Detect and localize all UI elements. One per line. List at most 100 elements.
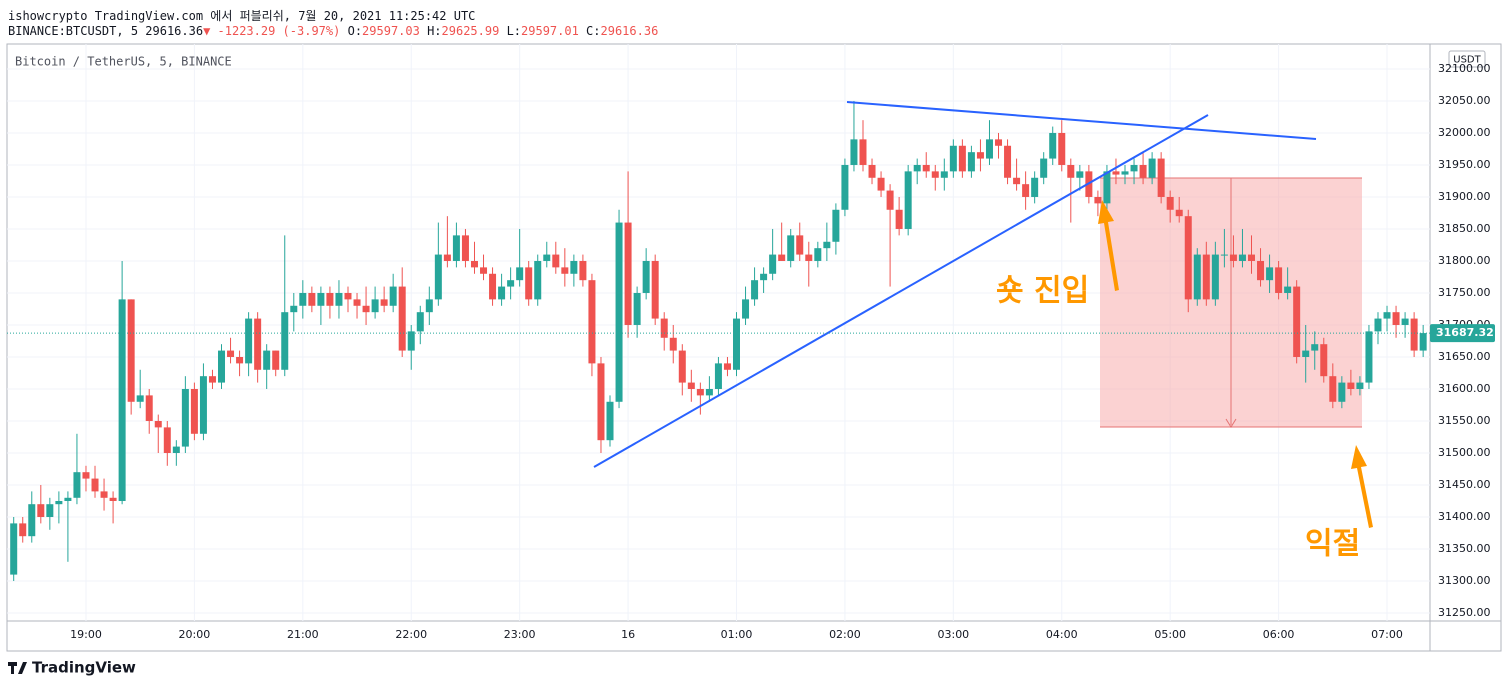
y-tick-label: 31300.00	[1438, 574, 1491, 587]
candle-body	[525, 267, 533, 300]
candle-body	[46, 504, 54, 517]
symbol: BINANCE:BTCUSDT, 5	[8, 24, 139, 38]
candle-body	[489, 273, 497, 300]
candle-body	[28, 504, 36, 537]
candle-body	[633, 292, 641, 325]
candle-body	[1022, 184, 1030, 197]
y-tick-label: 31450.00	[1438, 478, 1491, 491]
candle-body	[498, 286, 506, 300]
candle-body	[687, 382, 695, 389]
candle-body	[371, 299, 379, 313]
x-tick-label: 06:00	[1263, 628, 1295, 641]
candle-body	[769, 254, 777, 274]
candle-body	[760, 273, 768, 281]
candle-body	[380, 299, 388, 306]
y-tick-label: 32000.00	[1438, 126, 1491, 139]
ohlc-value: 29597.03	[362, 24, 420, 38]
candle-body	[1293, 286, 1301, 357]
ohlc-label: H:	[427, 24, 442, 38]
quote-line: BINANCE:BTCUSDT, 5 29616.36▼ -1223.29 (-…	[8, 24, 666, 38]
candle-body	[10, 523, 18, 575]
candle-body	[443, 254, 451, 261]
candle-body	[263, 350, 271, 370]
change: ▼ -1223.29 (-3.97%)	[203, 24, 341, 38]
candle-body	[425, 299, 433, 313]
x-tick-label: 07:00	[1371, 628, 1403, 641]
candle-body	[1356, 382, 1364, 389]
candle-body	[1320, 344, 1328, 377]
candle-body	[1347, 382, 1355, 389]
candle-body	[507, 280, 515, 287]
y-tick-label: 31900.00	[1438, 190, 1491, 203]
chart-title: Bitcoin / TetherUS, 5, BINANCE	[15, 55, 232, 69]
x-tick-label: 04:00	[1046, 628, 1078, 641]
y-tick-label: 31950.00	[1438, 158, 1491, 171]
y-tick-label: 31850.00	[1438, 222, 1491, 235]
candle-body	[985, 139, 993, 159]
y-tick-label: 31500.00	[1438, 446, 1491, 459]
candle-body	[190, 388, 198, 434]
candle-body	[1220, 254, 1228, 256]
candle-body	[1229, 254, 1237, 261]
last-price-box	[1430, 324, 1495, 343]
x-tick-label: 19:00	[70, 628, 102, 641]
candle-body	[127, 299, 135, 402]
y-tick-label: 31650.00	[1438, 350, 1491, 363]
candle-body	[236, 356, 244, 364]
candle-body	[1238, 254, 1246, 261]
candle-body	[1302, 350, 1310, 357]
brand: TradingView	[32, 659, 136, 677]
candle-body	[796, 235, 804, 255]
candle-body	[1392, 312, 1400, 325]
candle-body	[922, 164, 930, 172]
candle-body	[1419, 333, 1427, 351]
candle-body	[1049, 132, 1057, 159]
y-tick-label: 31250.00	[1438, 606, 1491, 619]
candle-body	[19, 523, 27, 537]
candle-body	[1329, 376, 1337, 402]
candle-body	[958, 145, 966, 172]
candle-body	[931, 171, 939, 178]
candle-body	[1103, 171, 1111, 204]
ohlc-value: 29597.01	[521, 24, 579, 38]
candle-body	[814, 248, 822, 261]
logo	[8, 662, 27, 674]
candle-body	[705, 388, 713, 396]
candle-body	[1193, 254, 1201, 300]
candle-body	[516, 267, 524, 281]
candle-body	[434, 254, 442, 300]
candle-body	[1247, 254, 1255, 261]
candle-body	[136, 395, 144, 402]
arrow	[1098, 200, 1119, 291]
candle-body	[1383, 312, 1391, 319]
ohlc-label: L:	[506, 24, 522, 38]
candle-body	[1410, 318, 1418, 351]
candle-body	[73, 472, 81, 498]
target-arrow-head	[1225, 418, 1237, 428]
candle-body	[1311, 344, 1319, 351]
candle-body	[37, 504, 45, 517]
currency: USDT	[1453, 55, 1481, 66]
candle-body	[245, 318, 253, 364]
candle-body	[859, 139, 867, 165]
trendline	[846, 101, 1317, 140]
y-tick-label: 31800.00	[1438, 254, 1491, 267]
candle-body	[398, 286, 406, 351]
candle-body	[841, 164, 849, 210]
candle-body	[208, 376, 216, 383]
candle-body	[452, 235, 460, 261]
last-price-label: 31687.32	[1436, 326, 1494, 339]
candle-body	[281, 312, 289, 370]
candle-body	[1266, 267, 1274, 281]
candle-body	[362, 305, 370, 313]
candle-body	[850, 139, 858, 165]
candle-body	[91, 478, 99, 492]
candle-body	[480, 267, 488, 274]
candle-body	[1013, 177, 1021, 185]
y-tick-label: 31400.00	[1438, 510, 1491, 523]
candle-body	[1401, 318, 1409, 325]
candle-body	[669, 337, 677, 351]
candle-body	[733, 318, 740, 370]
publisher-line: ishowcrypto TradingView.com 에서 퍼블리쉬, 7월 …	[8, 9, 476, 23]
